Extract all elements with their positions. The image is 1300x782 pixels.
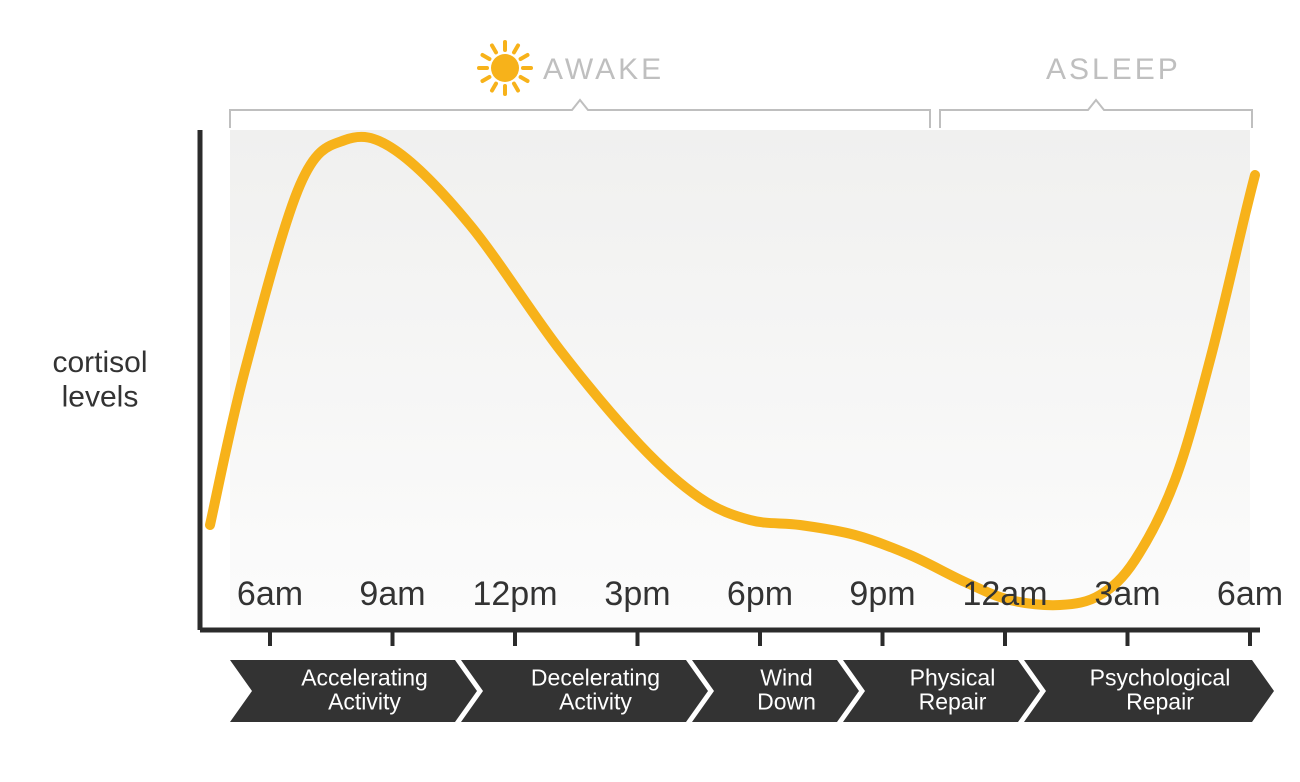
y-axis-label: cortisollevels <box>52 346 147 414</box>
awake-label: AWAKE <box>543 53 664 86</box>
x-tick-labels: 6am 9am 12pm 3pm 6pm 9pm 12am 3am 6am <box>237 575 1283 613</box>
x-tick-label: 3am <box>1094 575 1160 613</box>
x-tick-label: 12am <box>962 575 1047 613</box>
x-tick-label: 6am <box>237 575 303 613</box>
moon-icon <box>999 51 1016 85</box>
header-asleep: ASLEEP <box>999 51 1181 86</box>
x-tick-label: 9am <box>359 575 425 613</box>
phase-arrows: AcceleratingActivityDeceleratingActivity… <box>230 660 1274 722</box>
sun-icon <box>491 54 519 82</box>
phase-label: PhysicalRepair <box>910 665 996 715</box>
x-tick-label: 3pm <box>604 575 670 613</box>
x-tick-label: 6am <box>1217 575 1283 613</box>
asleep-label: ASLEEP <box>1046 53 1181 86</box>
x-tick-label: 12pm <box>472 575 557 613</box>
x-tick-label: 6pm <box>727 575 793 613</box>
x-tick-label: 9pm <box>849 575 915 613</box>
header-awake: AWAKE <box>479 42 664 94</box>
plot-shaded-band <box>230 130 1250 630</box>
header-brackets <box>230 100 1252 128</box>
phase-label: WindDown <box>757 665 816 715</box>
